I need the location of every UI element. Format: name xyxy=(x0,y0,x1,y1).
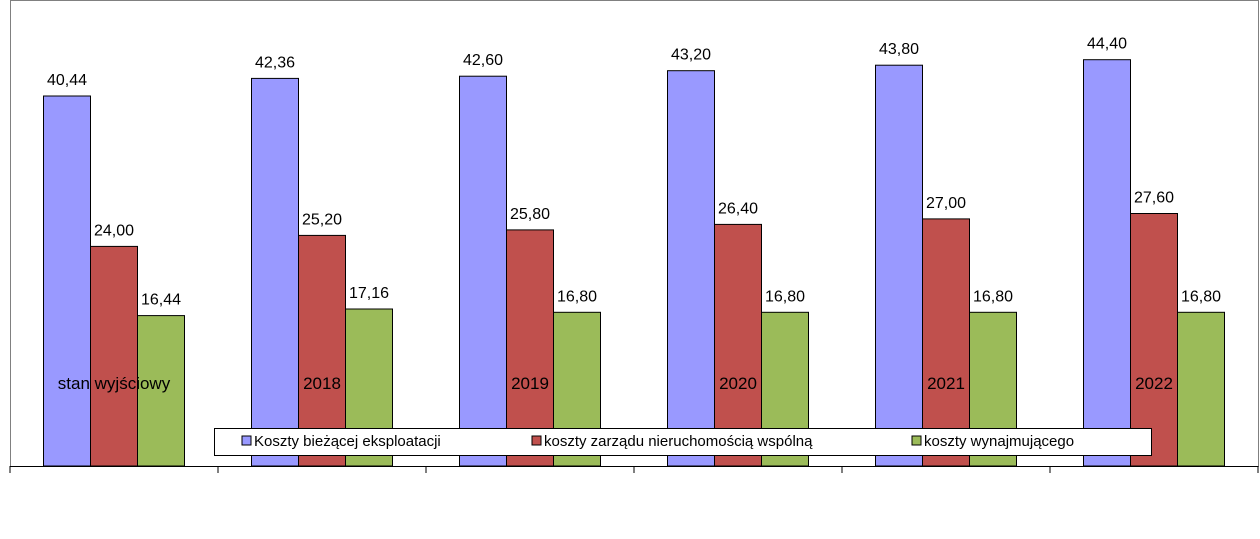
bar-1-2 xyxy=(251,77,299,467)
value-label-1-3: 42,60 xyxy=(463,52,503,69)
x-ticks-group xyxy=(9,466,1259,473)
value-labels-group: 40,44 24,00 16,44 42,36 25,20 17,16 42,60 25,80… xyxy=(47,36,1221,309)
value-label-2-1: 24,00 xyxy=(94,222,134,239)
bar-2-5 xyxy=(922,218,970,467)
value-label-1-2: 42,36 xyxy=(255,54,295,71)
value-label-3-2: 17,16 xyxy=(349,285,389,302)
bars-group xyxy=(43,59,1225,467)
value-label-3-1: 16,44 xyxy=(141,292,181,309)
bar-3-1 xyxy=(137,315,185,467)
x-category-label-1: stan wyjściowy xyxy=(58,374,171,393)
bar-1-6 xyxy=(1083,59,1131,467)
legend-swatch-1 xyxy=(241,435,252,446)
x-category-label-5: 2021 xyxy=(927,374,965,393)
legend: Koszty bieżącej eksploatacji koszty zarzą… xyxy=(214,428,1152,456)
legend-swatch-3 xyxy=(911,435,922,446)
bar-2-1 xyxy=(90,245,138,467)
legend-swatch-2 xyxy=(531,435,542,446)
x-category-label-3: 2019 xyxy=(511,374,549,393)
legend-label-2: koszty zarządu nieruchomością wspólną xyxy=(544,433,813,450)
x-category-label-6: 2022 xyxy=(1135,374,1173,393)
legend-box xyxy=(214,428,1152,456)
value-label-3-3: 16,80 xyxy=(557,288,597,305)
value-label-3-4: 16,80 xyxy=(765,288,805,305)
bar-2-2 xyxy=(298,234,346,467)
value-label-2-6: 27,60 xyxy=(1134,190,1174,207)
value-label-1-6: 44,40 xyxy=(1087,36,1127,53)
legend-label-1: Koszty bieżącej eksploatacji xyxy=(254,433,441,450)
value-label-2-5: 27,00 xyxy=(926,195,966,212)
bar-3-6 xyxy=(1177,311,1225,467)
bar-2-3 xyxy=(506,229,554,467)
value-label-2-2: 25,20 xyxy=(302,211,342,228)
value-label-1-5: 43,80 xyxy=(879,41,919,58)
x-category-label-2: 2018 xyxy=(303,374,341,393)
value-label-1-1: 40,44 xyxy=(47,72,87,89)
bar-2-4 xyxy=(714,223,762,467)
plot-frame xyxy=(10,0,1259,467)
bar-1-1 xyxy=(43,95,91,467)
bar-1-3 xyxy=(459,75,507,467)
bar-1-5 xyxy=(875,64,923,467)
x-category-labels: stan wyjściowy 2018 2019 2020 2021 2022 xyxy=(58,374,1173,393)
bar-2-6 xyxy=(1130,213,1178,467)
value-label-3-6: 16,80 xyxy=(1181,288,1221,305)
bar-1-4 xyxy=(667,70,715,467)
x-category-label-4: 2020 xyxy=(719,374,757,393)
value-label-3-5: 16,80 xyxy=(973,288,1013,305)
value-label-2-3: 25,80 xyxy=(510,206,550,223)
value-label-2-4: 26,40 xyxy=(718,200,758,217)
legend-label-3: koszty wynajmującego xyxy=(924,433,1074,450)
value-label-1-4: 43,20 xyxy=(671,47,711,64)
